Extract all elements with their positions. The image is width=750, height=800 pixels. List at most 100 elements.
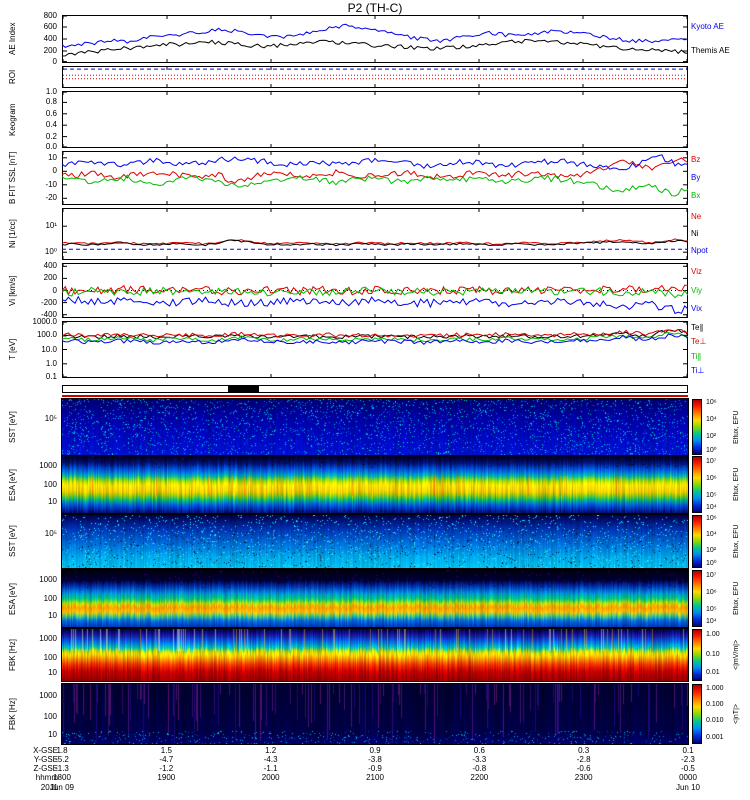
series-Kyoto AE <box>62 23 688 48</box>
ytick-label: 10 <box>48 668 57 678</box>
ytick-label: 1000 <box>39 575 57 585</box>
eph-value: -1.1 <box>263 764 278 773</box>
ytick-label: 10 <box>48 610 57 620</box>
marker-line <box>62 395 688 397</box>
ytick-label: 200 <box>43 273 57 283</box>
panel-fbk-b: FBK [Hz] 1000 100 10 1.000 0.100 0.010 0.001 <|n… <box>0 683 750 745</box>
eph-value: 0.3 <box>578 746 590 755</box>
legend-ni-2: Npot <box>691 246 708 256</box>
eph-value: 0.9 <box>369 746 381 755</box>
ytick-label: 400 <box>43 34 57 43</box>
colorbar-tick: 10⁷ <box>706 457 717 465</box>
panel-ae-index: AE Index 800 600 400 200 0 Kyoto AE Themis AE <box>0 11 750 66</box>
ytick-label: 400 <box>43 261 57 271</box>
eph-value: -1.2 <box>159 764 174 773</box>
ytick-label: -200 <box>40 297 57 307</box>
colorbar-tick: 10⁶ <box>706 515 717 523</box>
series-Themis AE <box>62 38 688 57</box>
colorbar-unit-esa-electron: Eflux, EFU <box>733 581 740 616</box>
time-tick-label: 1800 <box>53 773 71 782</box>
eph-value: 1.8 <box>56 746 68 755</box>
date-end-label: Jun 10 <box>675 783 701 792</box>
colorbar-tick: 10⁷ <box>706 571 717 579</box>
ytick-label: 1000 <box>39 691 57 700</box>
eph-value: 1.2 <box>265 746 277 755</box>
colorbar-tick: 10⁰ <box>706 446 717 454</box>
spectrogram-sst-ion <box>61 398 689 456</box>
eph-value: -1.3 <box>55 764 69 773</box>
panel-ni: Ni [1/cc] 10¹ 10⁰ Ne Ni Npot <box>0 208 750 260</box>
ytick-label: 100.0 <box>36 330 57 340</box>
eph-label-X-GSE: X-GSE <box>33 746 58 755</box>
ytick-label: 10⁰ <box>44 247 57 257</box>
plot-vi <box>62 263 688 318</box>
eph-value: -0.6 <box>576 764 591 773</box>
eph-value: -2.8 <box>576 755 591 764</box>
plot-title: P2 (TH-C) <box>347 1 403 15</box>
eph-value: -0.5 <box>681 764 695 773</box>
colorbar-tick: 10⁰ <box>706 559 717 567</box>
colorbar-fbk-e <box>692 629 702 681</box>
plot-keogram <box>62 91 688 148</box>
legend-vi-0: Viz <box>691 267 702 277</box>
colorbar-unit-fbk-b: <|nT|> <box>733 704 740 724</box>
ytick-label: 1.0 <box>45 358 57 368</box>
ytick-label: 100 <box>43 479 57 489</box>
ytick-label: 100 <box>43 593 57 603</box>
colorbar-tick: 10² <box>706 547 717 555</box>
panel-burst-flags <box>0 385 750 393</box>
ytick-label: 0 <box>52 56 57 66</box>
colorbar-tick: 0.10 <box>706 651 720 658</box>
colorbar-tick: 0.01 <box>706 669 720 677</box>
ytick-label: 200 <box>43 46 57 55</box>
panel-esa-electron: ESA [eV] 1000 100 10 10⁷ 10⁶ 10⁵ 10⁴ Eflux, EFU <box>0 569 750 628</box>
eph-value: -2.3 <box>681 755 695 764</box>
ytick-label: 100 <box>43 712 57 721</box>
colorbar-fbk-b <box>692 684 702 744</box>
time-tick-label: 2100 <box>366 773 384 782</box>
ytick-label: 0 <box>52 285 57 295</box>
ytick-label: 1000 <box>39 461 57 471</box>
eph-value: -0.8 <box>472 764 487 773</box>
colorbar-tick: 1.00 <box>706 631 720 639</box>
colorbar-unit-sst-ion: Eflux, EFU <box>733 410 740 444</box>
ytick-label: 10.0 <box>41 344 57 354</box>
eph-value: 0.6 <box>473 746 485 755</box>
panel-temperature: T [eV] 1000.0 100.0 10.0 1.0 0.1 Te∥ Te⊥ Ti∥ Ti⊥ <box>0 317 750 381</box>
eph-value: -0.9 <box>368 764 382 773</box>
colorbar-esa-electron <box>692 570 702 627</box>
colorbar-tick: 10² <box>706 433 717 441</box>
colorbar-tick: 10⁴ <box>706 504 717 512</box>
series-Viy <box>62 286 688 299</box>
legend-ni-1: Ni <box>691 229 699 238</box>
ytick-label: 600 <box>43 22 57 31</box>
ylabel-sst-electron: SST [eV] <box>8 525 17 558</box>
colorbar-tick: 0.100 <box>706 701 724 708</box>
ytick-label: 10 <box>48 730 57 739</box>
colorbar-sst-electron <box>692 515 702 568</box>
eph-value: 1.5 <box>160 746 172 755</box>
spectrogram-esa-electron <box>61 569 689 628</box>
ytick-label: 0.6 <box>45 108 57 118</box>
colorbar-tick: 1.000 <box>706 684 724 692</box>
ytick-label: 1.0 <box>45 87 57 97</box>
spectrogram-fbk-e <box>61 628 689 682</box>
colorbar-unit-esa-ion: Eflux, EFU <box>733 467 740 502</box>
plot-b-fit <box>62 151 688 205</box>
legend-ni-0: Ne <box>691 211 702 221</box>
legend-temperature-0: Te∥ <box>691 323 704 333</box>
legend-temperature-3: Ti⊥ <box>691 365 705 375</box>
ytick-label: 0 <box>52 166 57 176</box>
series-Bx <box>62 174 688 197</box>
ytick-label: 10⁵ <box>44 528 57 538</box>
ytick-label: -10 <box>45 179 57 189</box>
ytick-label: 10⁵ <box>44 413 57 423</box>
ytick-label: 10 <box>48 152 57 162</box>
year-label: 2011 <box>40 783 58 792</box>
ytick-label: 0.4 <box>45 120 57 130</box>
colorbar-sst-ion <box>692 399 702 455</box>
xaxis-unit-label: hhmm <box>35 773 58 782</box>
series-Bz <box>62 157 688 184</box>
time-tick-label: 2200 <box>470 773 489 782</box>
